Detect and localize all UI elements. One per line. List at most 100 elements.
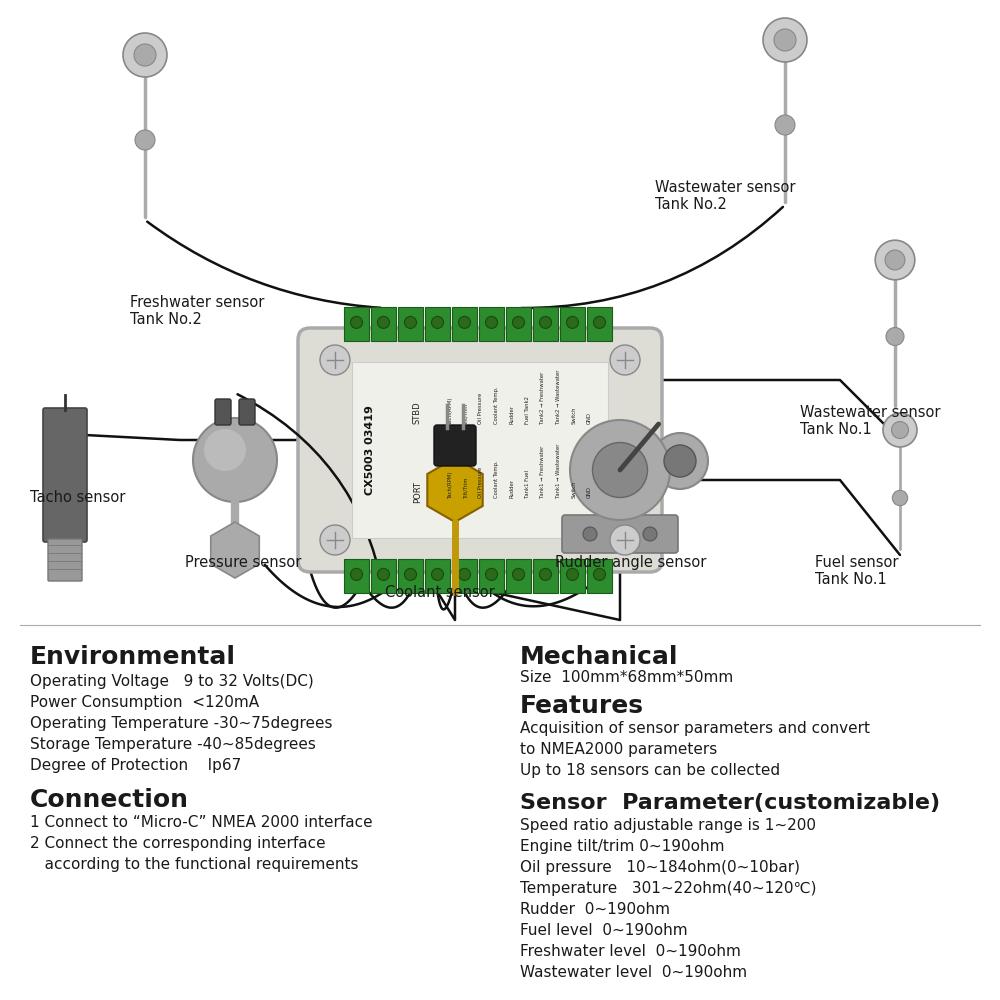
Text: 1 Connect to “Micro-C” NMEA 2000 interface: 1 Connect to “Micro-C” NMEA 2000 interfa… — [30, 815, 373, 830]
Circle shape — [774, 29, 796, 51]
Text: 2 Connect the corresponding interface: 2 Connect the corresponding interface — [30, 836, 326, 851]
Polygon shape — [427, 458, 483, 522]
Text: Tacho sensor: Tacho sensor — [30, 490, 125, 505]
Circle shape — [775, 115, 795, 135]
FancyBboxPatch shape — [398, 307, 423, 341]
Text: according to the functional requirements: according to the functional requirements — [30, 857, 358, 872]
Circle shape — [512, 568, 524, 580]
Polygon shape — [211, 522, 259, 578]
Text: to NMEA2000 parameters: to NMEA2000 parameters — [520, 742, 717, 757]
Text: Coolant sensor: Coolant sensor — [385, 585, 495, 600]
Circle shape — [892, 422, 908, 438]
Text: Wastewater sensor
Tank No.2: Wastewater sensor Tank No.2 — [655, 180, 796, 212]
Circle shape — [540, 568, 552, 580]
Text: Degree of Protection    Ip67: Degree of Protection Ip67 — [30, 758, 241, 773]
FancyBboxPatch shape — [43, 408, 87, 542]
Circle shape — [404, 568, 416, 580]
Text: Switch: Switch — [572, 407, 576, 424]
Text: Environmental: Environmental — [30, 645, 236, 669]
Text: Tank1 Fuel: Tank1 Fuel — [525, 470, 530, 498]
Text: CX5003 03419: CX5003 03419 — [365, 405, 375, 495]
Text: Operating Voltage   9 to 32 Volts(DC): Operating Voltage 9 to 32 Volts(DC) — [30, 674, 314, 689]
FancyBboxPatch shape — [587, 307, 612, 341]
Circle shape — [378, 316, 390, 328]
Text: Coolant Temp.: Coolant Temp. — [494, 460, 499, 498]
Text: Connection: Connection — [30, 788, 189, 812]
FancyBboxPatch shape — [533, 307, 558, 341]
Circle shape — [486, 568, 498, 580]
FancyBboxPatch shape — [344, 307, 369, 341]
Circle shape — [540, 316, 552, 328]
Text: STBD: STBD — [413, 401, 422, 424]
Circle shape — [566, 316, 578, 328]
Text: Fuel sensor
Tank No.1: Fuel sensor Tank No.1 — [815, 555, 898, 587]
Text: Pressure sensor: Pressure sensor — [185, 555, 301, 570]
Circle shape — [458, 316, 470, 328]
Text: Wastewater sensor
Tank No.1: Wastewater sensor Tank No.1 — [800, 405, 940, 437]
Circle shape — [892, 490, 908, 506]
Text: Temperature   301~22ohm(40~120℃): Temperature 301~22ohm(40~120℃) — [520, 881, 816, 896]
Circle shape — [592, 442, 648, 497]
Text: Mechanical: Mechanical — [520, 645, 678, 669]
Circle shape — [664, 445, 696, 477]
Text: GND: GND — [587, 413, 592, 424]
FancyBboxPatch shape — [506, 559, 531, 593]
Text: Tilt/Trim: Tilt/Trim — [463, 403, 468, 424]
FancyBboxPatch shape — [533, 559, 558, 593]
FancyBboxPatch shape — [48, 539, 82, 581]
FancyBboxPatch shape — [587, 559, 612, 593]
Text: Tilt/Trim: Tilt/Trim — [463, 476, 468, 498]
Text: Power Consumption  <120mA: Power Consumption <120mA — [30, 695, 259, 710]
FancyBboxPatch shape — [298, 328, 662, 572]
Circle shape — [583, 527, 597, 541]
Text: Up to 18 sensors can be collected: Up to 18 sensors can be collected — [520, 763, 780, 778]
Circle shape — [885, 250, 905, 270]
Circle shape — [204, 429, 246, 471]
Text: Oil pressure   10~184ohm(0~10bar): Oil pressure 10~184ohm(0~10bar) — [520, 860, 800, 875]
Circle shape — [883, 413, 917, 447]
Text: Fuel level  0~190ohm: Fuel level 0~190ohm — [520, 923, 688, 938]
Circle shape — [378, 568, 390, 580]
FancyBboxPatch shape — [452, 559, 477, 593]
Circle shape — [123, 33, 167, 77]
Text: Wastewater level  0~190ohm: Wastewater level 0~190ohm — [520, 965, 747, 980]
Circle shape — [593, 568, 605, 580]
Circle shape — [351, 568, 362, 580]
Circle shape — [320, 345, 350, 375]
Circle shape — [432, 568, 444, 580]
Text: Switch: Switch — [572, 480, 576, 498]
Circle shape — [570, 420, 670, 520]
Circle shape — [193, 418, 277, 502]
FancyBboxPatch shape — [452, 307, 477, 341]
Text: Storage Temperature -40~85degrees: Storage Temperature -40~85degrees — [30, 737, 316, 752]
Text: Features: Features — [520, 694, 644, 718]
Circle shape — [404, 316, 416, 328]
Text: Fuel Tank2: Fuel Tank2 — [525, 396, 530, 424]
FancyBboxPatch shape — [215, 399, 231, 425]
Circle shape — [652, 433, 708, 489]
FancyBboxPatch shape — [434, 425, 476, 466]
Circle shape — [320, 525, 350, 555]
Text: PORT: PORT — [413, 482, 422, 503]
Text: Oil Pressure: Oil Pressure — [479, 466, 484, 498]
Text: Tank2 → Wastewater: Tank2 → Wastewater — [556, 370, 561, 424]
Circle shape — [135, 130, 155, 150]
FancyBboxPatch shape — [344, 559, 369, 593]
Circle shape — [351, 316, 362, 328]
Circle shape — [610, 525, 640, 555]
Text: Sensor  Parameter(customizable): Sensor Parameter(customizable) — [520, 793, 940, 813]
Circle shape — [610, 345, 640, 375]
Circle shape — [458, 568, 470, 580]
Circle shape — [763, 18, 807, 62]
Text: Tank2 → Freshwater: Tank2 → Freshwater — [540, 372, 545, 424]
Circle shape — [134, 44, 156, 66]
Circle shape — [486, 316, 498, 328]
FancyBboxPatch shape — [506, 307, 531, 341]
Text: Acquisition of sensor parameters and convert: Acquisition of sensor parameters and con… — [520, 721, 870, 736]
FancyBboxPatch shape — [371, 307, 396, 341]
Circle shape — [643, 527, 657, 541]
Text: Freshwater level  0~190ohm: Freshwater level 0~190ohm — [520, 944, 741, 959]
Text: Coolant Temp.: Coolant Temp. — [494, 387, 499, 424]
FancyBboxPatch shape — [560, 307, 585, 341]
Text: Speed ratio adjustable range is 1~200: Speed ratio adjustable range is 1~200 — [520, 818, 816, 833]
